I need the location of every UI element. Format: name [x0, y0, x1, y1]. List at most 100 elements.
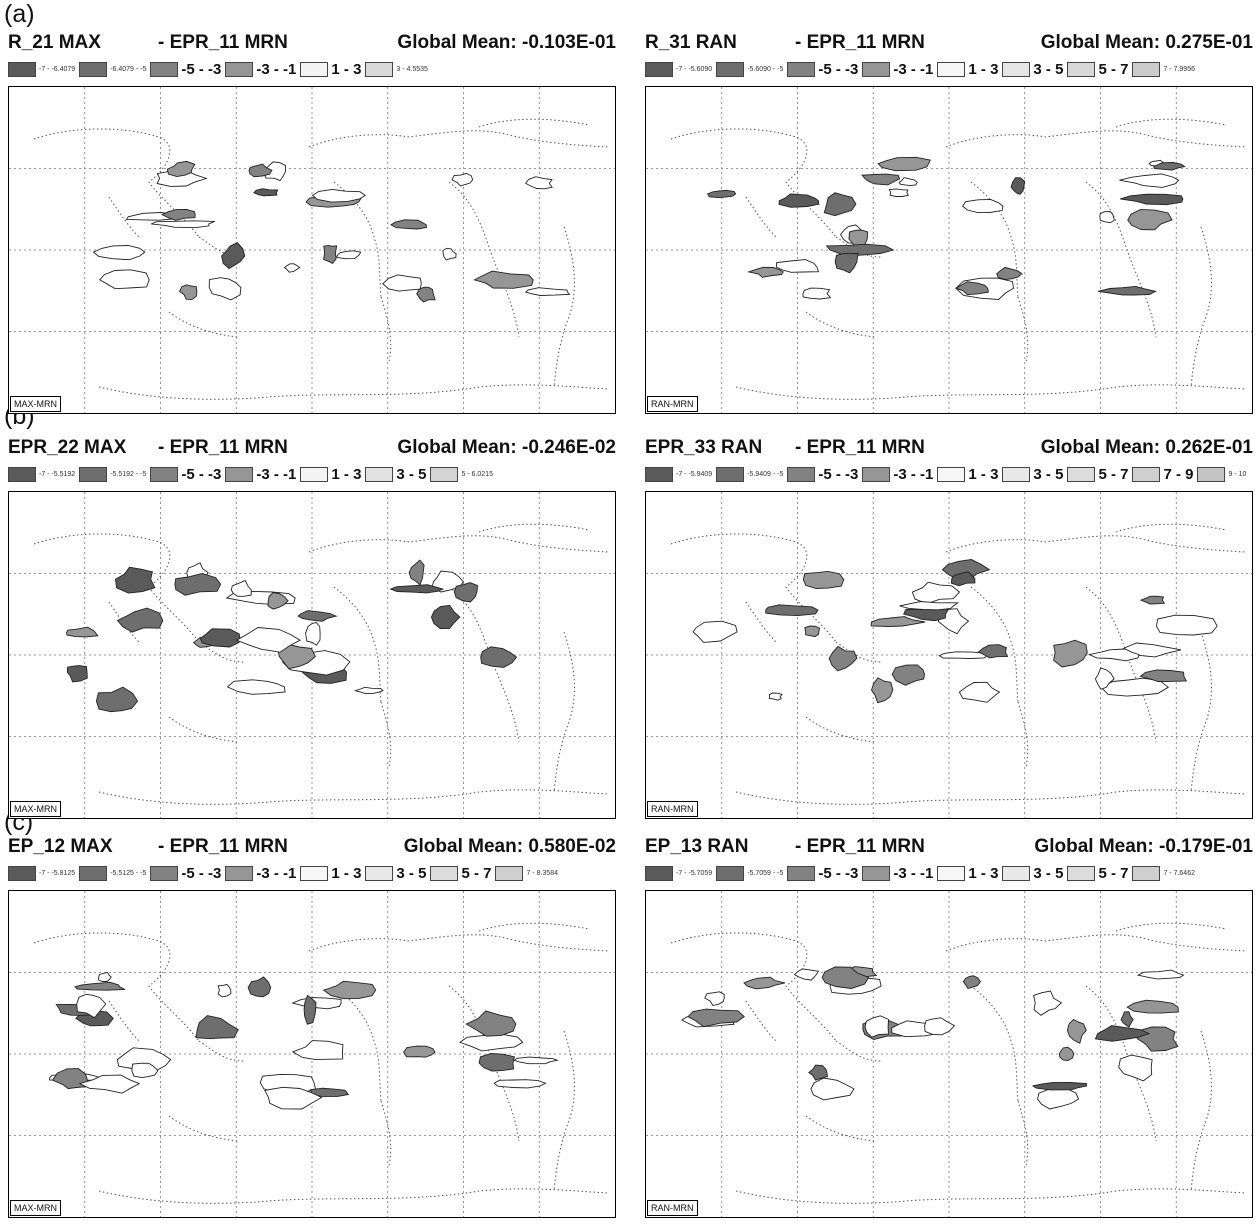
coastline [553, 226, 575, 388]
legend-item: -5.5125 - -5 [79, 865, 147, 881]
coastline [1085, 985, 1157, 1142]
map-panel: EPR_33 RAN - EPR_11 MRN Global Mean: 0.2… [645, 437, 1255, 821]
legend-item: -3 - -1 [225, 466, 296, 483]
legend-item: 7 - 9 [1132, 466, 1193, 483]
legend: -7 - -5.9409 -5.9409 - -5 -5 - -3 -3 - -1 1 … [645, 465, 1255, 483]
negative-anomaly-contour [115, 566, 156, 594]
negative-anomaly-contour [297, 610, 338, 622]
panel-title: EP_13 RAN - EPR_11 MRN Global Mean: -0.1… [645, 836, 1255, 860]
negative-anomaly-contour [977, 644, 1009, 659]
coastline [745, 601, 777, 643]
legend-label: -7 - -5.7059 [676, 869, 713, 877]
legend-item: -5 - -3 [150, 865, 221, 882]
panel-title: R_21 MAX - EPR_11 MRN Global Mean: -0.10… [8, 32, 618, 56]
legend-item: 5 - 7 [430, 865, 491, 882]
coastline [1085, 181, 1157, 338]
legend-label: -5.9409 - -5 [747, 470, 784, 478]
coastline [108, 1000, 140, 1042]
legend-label: -6.4079 - -5 [110, 65, 147, 73]
negative-anomaly-contour [834, 253, 859, 274]
coastline [945, 130, 1247, 148]
map-plot-area: MAX-MRN [8, 86, 616, 414]
negative-anomaly-contour [1066, 1018, 1087, 1044]
legend-label: 7 - 8.3584 [526, 869, 558, 877]
difference-tag: MAX-MRN [10, 1200, 61, 1216]
legend-item: 1 - 3 [937, 865, 998, 882]
legend-label: -5.5125 - -5 [110, 869, 147, 877]
negative-anomaly-contour [802, 570, 845, 589]
legend-item: 7 - 7.9956 [1132, 61, 1195, 77]
negative-anomaly-contour [66, 665, 88, 683]
legend-label: -5 - -3 [818, 864, 859, 882]
difference-tag: MAX-MRN [10, 801, 61, 817]
coastline [670, 128, 837, 238]
legend: -7 - -5.8125 -5.5125 - -5 -5 - -3 -3 - -1 1 … [8, 864, 618, 882]
positive-anomaly-contour [97, 971, 112, 982]
legend-swatch [716, 466, 745, 482]
coastline [448, 985, 520, 1142]
legend-item: -6.4079 - -5 [79, 61, 147, 77]
legend-swatch [300, 865, 329, 881]
legend-label: 7 - 7.6462 [1163, 869, 1195, 877]
positive-anomaly-contour [76, 993, 107, 1019]
negative-anomaly-contour [954, 281, 989, 296]
coastline [168, 311, 240, 338]
global-mean: Global Mean: -0.179E-01 [1034, 836, 1253, 857]
coastline [1190, 631, 1212, 793]
coastline [735, 384, 1247, 400]
negative-anomaly-contour [174, 573, 222, 596]
legend-swatch [862, 466, 891, 482]
coastline [478, 118, 590, 128]
legend-swatch [300, 61, 329, 77]
reference-name: - EPR_11 MRN [795, 32, 925, 53]
legend-label: 3 - 4.5535 [396, 65, 428, 73]
legend-item: 5 - 6.0215 [430, 466, 493, 482]
negative-anomaly-contour [247, 976, 272, 998]
legend-swatch [787, 865, 816, 881]
coastline [198, 1040, 245, 1062]
positive-anomaly-contour [305, 621, 321, 646]
positive-anomaly-contour [431, 570, 464, 593]
positive-anomaly-contour [442, 247, 457, 261]
coastline [448, 586, 520, 743]
negative-anomaly-contour [871, 677, 894, 704]
legend-swatch [1067, 865, 1096, 881]
legend-swatch [8, 466, 36, 482]
coastline [1115, 118, 1227, 128]
positive-anomaly-contour [264, 1086, 323, 1110]
legend-swatch [1067, 61, 1096, 77]
coastline [805, 716, 877, 743]
legend-swatch [365, 61, 394, 77]
positive-anomaly-contour [692, 620, 738, 643]
legend-item: -3 - -1 [862, 61, 933, 78]
negative-anomaly-contour [996, 266, 1023, 280]
legend-label: -7 - -6.4079 [39, 65, 76, 73]
legend-label: -7 - -5.9409 [676, 470, 713, 478]
legend-label: -3 - -1 [256, 864, 297, 882]
legend-item: -5 - -3 [787, 61, 858, 78]
negative-anomaly-contour [778, 193, 820, 208]
experiment-name: R_21 MAX [8, 32, 101, 53]
legend: -7 - -5.6090 -5.6090 - -5 -5 - -3 -3 - -1 1 … [645, 60, 1255, 78]
legend-label: -3 - -1 [256, 60, 297, 78]
coastline [970, 181, 1019, 298]
coastline [333, 985, 382, 1102]
coastline [553, 631, 575, 793]
negative-anomaly-contour [199, 628, 241, 648]
legend-item: 3 - 5 [1002, 466, 1063, 483]
negative-anomaly-contour [267, 592, 289, 610]
experiment-name: R_31 RAN [645, 32, 737, 53]
difference-tag: RAN-MRN [647, 1200, 698, 1216]
negative-anomaly-contour [51, 1068, 88, 1090]
negative-anomaly-contour [416, 286, 436, 303]
legend-label: 3 - 5 [396, 465, 427, 483]
map-svg [646, 891, 1252, 1217]
legend-item: -7 - -5.7059 [645, 865, 713, 881]
legend-swatch [1132, 466, 1161, 482]
negative-anomaly-contour [116, 607, 164, 633]
legend-label: 3 - 5 [1033, 864, 1064, 882]
legend-swatch [8, 865, 36, 881]
legend-swatch [1002, 61, 1031, 77]
positive-anomaly-contour [1087, 648, 1140, 662]
global-mean: Global Mean: -0.103E-01 [397, 32, 616, 53]
